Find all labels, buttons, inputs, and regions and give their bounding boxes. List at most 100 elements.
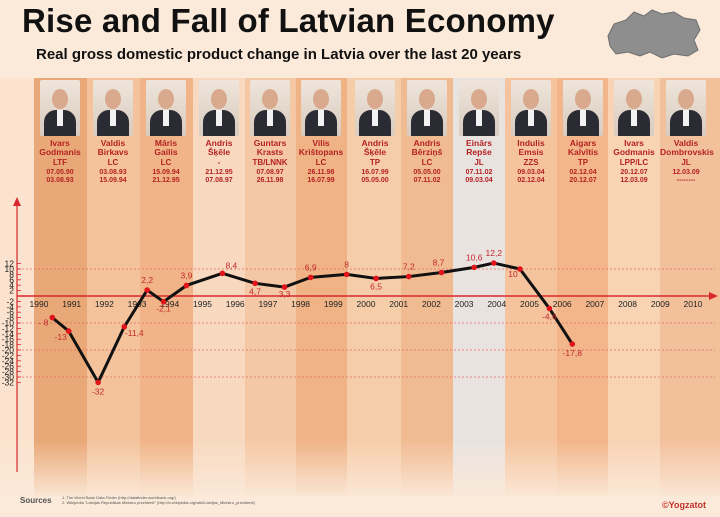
leader-portrait: [93, 80, 133, 136]
term-band: [87, 78, 140, 496]
y-tick-label: -24: [2, 356, 15, 366]
gdp-point: [307, 274, 314, 281]
leader-term: 20.12.07 12.03.09: [620, 169, 648, 184]
source-item: 1. The World Bank Data Finder (http://da…: [62, 495, 176, 500]
leader-portrait: [407, 80, 447, 136]
leader-portrait: [563, 80, 603, 136]
leader-term: 12.03.09 --------: [672, 169, 700, 184]
y-tick-label: 10: [5, 264, 15, 274]
leader-term: 21.12.95 07.08.97: [205, 169, 233, 184]
term-band: [608, 78, 660, 496]
leader-party: LTF: [52, 158, 68, 167]
gdp-point: [405, 273, 412, 280]
gdp-point-label: -4,6: [542, 311, 557, 321]
y-tick-label: -16: [2, 334, 15, 344]
gdp-point-label: 10,6: [466, 252, 483, 262]
gdp-point: [517, 266, 523, 272]
leader-name: Vilis Krištopans: [298, 138, 344, 157]
leader-party: LC: [160, 158, 172, 167]
leader-name: Andris Bērziņš: [411, 138, 443, 157]
term-band: [557, 78, 608, 496]
gdp-point: [569, 341, 576, 347]
gdp-point-label: 6,5: [370, 281, 382, 291]
source-item: 2. Wikipedia "Latvijas Republikas Minist…: [62, 500, 255, 505]
leader-term: 15.09.94 21.12.95: [152, 169, 180, 184]
leader-term: 05.05.00 07.11.02: [413, 169, 441, 184]
leader-card: Ivars Godmanis LPP/LC 20.12.07 12.03.09: [608, 80, 660, 185]
leader-portrait: [614, 80, 654, 136]
leader-card: Ivars Godmanis LTF 07.05.90 03.08.93: [34, 80, 86, 185]
leader-term: 09.03.04 02.12.04: [517, 169, 545, 184]
leader-card: Aigars Kalvītis TP 02.12.04 20.12.07: [557, 80, 609, 185]
gdp-point: [121, 323, 128, 330]
y-tick-label: 12: [5, 259, 15, 269]
leader-card: Valdis Dombrovskis JL 12.03.09 --------: [660, 80, 714, 185]
term-bands: [0, 78, 720, 496]
x-tick-label: 2007: [585, 299, 604, 309]
gdp-point: [491, 260, 497, 266]
gdp-point: [373, 275, 379, 282]
x-tick-label: 2010: [684, 299, 703, 309]
leader-party: JL: [474, 158, 484, 167]
leader-party: TB/LNNK: [252, 158, 288, 167]
leader-name: Guntars Krasts: [253, 138, 287, 157]
leader-party: -: [217, 158, 221, 167]
y-tick-label: -14: [2, 329, 15, 339]
gdp-series: - 8 -13 -32 -11,4 2,2 -2,1 3,9 8,4 4,7 3,3 6,9 8 6,5…: [38, 248, 582, 396]
leader-party: LC: [107, 158, 119, 167]
y-tick-label: -18: [2, 340, 15, 350]
y-tick-label: 6: [9, 275, 14, 285]
leader-portrait: [40, 80, 80, 136]
gdp-point-label: 4,7: [249, 286, 261, 296]
gdp-point: [49, 314, 56, 321]
gdp-point: [219, 270, 226, 277]
term-band: [34, 78, 87, 496]
leader-portrait: [250, 80, 290, 136]
term-band: [296, 78, 347, 496]
x-tick-label: 2008: [618, 299, 637, 309]
x-tick-label: 1992: [95, 299, 114, 309]
leader-term: 16.07.99 05.05.00: [361, 169, 389, 184]
x-tick-label: 1995: [193, 299, 212, 309]
gdp-point: [546, 305, 553, 312]
leader-portrait: [301, 80, 341, 136]
x-tick-label: 2006: [553, 299, 572, 309]
term-band: [660, 78, 720, 496]
x-tick-label: 1996: [226, 299, 245, 309]
y-tick-label: -8: [6, 313, 14, 323]
x-tick-label: 2001: [389, 299, 408, 309]
gdp-line: [51, 261, 574, 384]
gdp-point-label: 8: [344, 259, 349, 269]
gdp-point: [65, 328, 72, 334]
x-tick-label: 1991: [62, 299, 81, 309]
leader-card: Einārs Repše JL 07.11.02 09.03.04: [453, 80, 505, 185]
leader-portrait: [459, 80, 499, 136]
y-tick-label: -32: [2, 377, 15, 387]
x-tick-label: 2004: [487, 299, 506, 309]
leader-term: 03.08.93 15.09.94: [99, 169, 127, 184]
gdp-point-label: -13: [55, 332, 68, 342]
gdp-point-label: 3,9: [181, 270, 193, 280]
x-tick-label: 1997: [258, 299, 277, 309]
leader-card: Guntars Krasts TB/LNNK 07.08.97 26.11.98: [244, 80, 296, 185]
sources-label: Sources: [20, 496, 52, 505]
term-band: [453, 78, 505, 496]
x-tick-label: 2005: [520, 299, 539, 309]
leader-name: Valdis Dombrovskis: [660, 138, 714, 157]
x-tick-label: 1994: [160, 299, 179, 309]
y-tick-label: -12: [2, 323, 15, 333]
leader-party: JL: [681, 158, 691, 167]
gdp-point: [281, 284, 288, 290]
gdp-point-label: 12,2: [486, 248, 503, 258]
leader-card: Māris Gailis LC 15.09.94 21.12.95: [140, 80, 192, 185]
y-tick-label: -30: [2, 372, 15, 382]
leader-party: LC: [315, 158, 327, 167]
y-tick-label: -4: [6, 302, 14, 312]
gdp-point: [160, 298, 167, 305]
x-tick-label: 1990: [30, 299, 49, 309]
term-band: [401, 78, 453, 496]
gdp-point: [183, 282, 190, 289]
gdp-point-label: 2,2: [141, 275, 153, 285]
y-tick-label: 8: [9, 269, 14, 279]
leader-name: Andris Šķēle: [361, 138, 389, 157]
